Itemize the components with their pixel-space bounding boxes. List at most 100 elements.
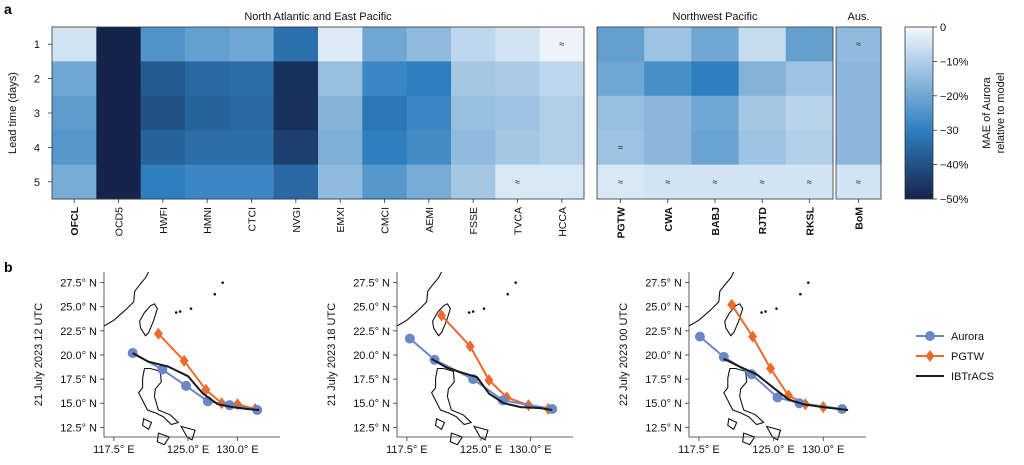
coastline — [156, 432, 171, 446]
heatmap-cell — [738, 61, 787, 97]
island — [221, 281, 224, 284]
legend-label: IBTrACS — [951, 371, 994, 383]
pgtw-point — [727, 298, 737, 311]
series-line-ibtracs — [431, 357, 553, 411]
track-map-panel: 27.5° N 25.0° N 22.5° N 20.0° N 17.5° N 15.0°… — [33, 271, 280, 456]
y-tick-label: 27.5° N — [645, 278, 682, 290]
column-label: OCD5 — [114, 207, 126, 236]
column-label: OFCL — [69, 206, 81, 235]
panel-a-label: a — [4, 1, 12, 17]
heatmap-cell — [785, 27, 834, 62]
heatmap-cell — [52, 164, 97, 200]
pgtw-point — [436, 309, 446, 322]
x-tick-label: 125.0° E — [167, 444, 209, 456]
heatmap-cell — [318, 130, 363, 166]
coastline — [137, 367, 180, 426]
y-tick-label: 27.5° N — [60, 278, 97, 290]
approx-marker: ≈ — [760, 177, 765, 187]
heatmap-cell — [738, 130, 787, 166]
colorbar-tick-label: −30 — [940, 125, 959, 137]
pgtw-point — [484, 374, 494, 387]
column-label: AEMI — [424, 207, 436, 233]
heatmap-cell — [140, 130, 186, 166]
heatmap-cell — [185, 27, 230, 62]
island — [189, 307, 193, 310]
coastline — [103, 271, 149, 327]
coastline — [435, 417, 446, 431]
heatmap-cell — [229, 130, 275, 166]
heatmap-cell — [495, 130, 541, 166]
heatmap-cell — [362, 27, 408, 62]
y-tick-label: 25.0° N — [353, 302, 390, 314]
track-maps: 27.5° N 25.0° N 22.5° N 20.0° N 17.5° N 15.0°… — [33, 271, 866, 456]
approx-marker: ≈ — [559, 39, 564, 49]
coastline — [723, 367, 765, 426]
heatmap-cell — [52, 27, 97, 62]
island — [506, 292, 510, 296]
aurora-point — [157, 364, 168, 375]
row-label: 5 — [34, 177, 40, 189]
heatmap-cell — [318, 27, 363, 62]
coastline — [142, 417, 153, 431]
heatmap-cell — [451, 130, 496, 166]
heatmap-cell — [597, 27, 645, 62]
heatmap-cell — [738, 27, 787, 62]
coastline — [179, 425, 196, 441]
coastline — [449, 432, 464, 446]
island — [775, 307, 778, 310]
island — [514, 281, 517, 284]
heatmap-cell — [691, 130, 740, 166]
heatmap-cell — [140, 61, 186, 97]
heatmap-cell — [96, 130, 142, 166]
colorbar-tick-label: −50% — [940, 194, 969, 206]
heatmap-cell — [406, 27, 452, 62]
island — [174, 311, 178, 314]
heatmap-cell — [406, 61, 452, 97]
heatmap-cell — [318, 61, 363, 97]
colorbar: 0 −10% −20% −30 −40% −50% MAE of Aurora relativ… — [904, 22, 1007, 206]
heatmap-cell — [406, 95, 452, 131]
heatmap-chart: North Atlantic and East Pacific ≈ ≈ OFCL OCD… — [7, 11, 882, 239]
column-label: PGTW — [616, 207, 628, 239]
heatmap-cell — [597, 130, 645, 166]
approx-marker: ≈ — [618, 177, 623, 187]
pgtw-point — [153, 327, 163, 340]
heatmap-cell — [362, 61, 408, 97]
aurora-point — [127, 348, 138, 359]
y-tick-label: 27.5° N — [353, 278, 390, 290]
approx-marker: ≈ — [856, 177, 861, 187]
island — [807, 281, 810, 284]
heatmap-cell — [140, 95, 186, 131]
panel-y-label: 21 July 2023 12 UTC — [33, 303, 45, 406]
row-label: 4 — [34, 142, 40, 154]
heatmap-cell — [96, 61, 142, 97]
heatmap-cell — [451, 27, 496, 62]
y-tick-label: 12.5° N — [60, 422, 97, 434]
heatmap-cell — [185, 95, 230, 131]
heatmap-cell — [691, 27, 740, 62]
column-label: TVCA — [513, 207, 525, 235]
heatmap-cell — [644, 95, 692, 131]
legend-marker — [925, 350, 935, 362]
column-label: NVGI — [291, 207, 303, 233]
heatmap-cell — [836, 164, 882, 200]
heatmap-cell — [691, 61, 740, 97]
heatmap-cell — [229, 61, 275, 97]
legend-label: Aurora — [951, 331, 985, 343]
heatmap-cell — [836, 27, 882, 62]
island — [764, 310, 767, 313]
heatmap-cell — [52, 130, 97, 166]
heatmap-cell — [52, 95, 97, 131]
x-tick-label: 117.5° E — [678, 444, 720, 456]
heatmap-cell — [362, 95, 408, 131]
heatmap-cell — [273, 164, 319, 200]
heatmap-cell — [96, 164, 142, 200]
heatmap-cell — [785, 95, 834, 131]
heatmap-cell — [451, 95, 496, 131]
heatmap-cell — [691, 95, 740, 131]
approx-marker: ≈ — [618, 142, 623, 152]
heatmap-cell — [836, 95, 882, 131]
y-tick-label: 22.5° N — [645, 326, 682, 338]
y-axis-label: Lead time (days) — [7, 72, 19, 154]
heatmap-cell — [362, 164, 408, 200]
